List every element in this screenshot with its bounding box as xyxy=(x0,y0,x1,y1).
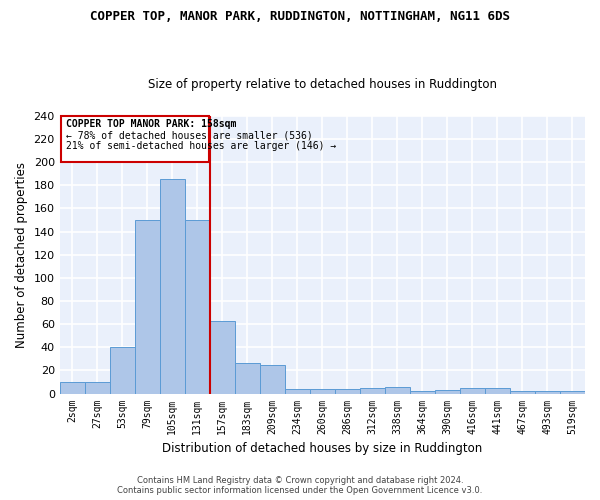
Bar xyxy=(160,180,185,394)
Bar xyxy=(110,348,135,394)
Bar xyxy=(85,382,110,394)
Bar xyxy=(61,116,209,162)
Bar xyxy=(285,389,310,394)
Title: Size of property relative to detached houses in Ruddington: Size of property relative to detached ho… xyxy=(148,78,497,91)
Bar xyxy=(59,382,85,394)
Text: COPPER TOP MANOR PARK: 158sqm: COPPER TOP MANOR PARK: 158sqm xyxy=(66,119,236,129)
Bar xyxy=(560,391,585,394)
Bar xyxy=(335,389,360,394)
Text: 21% of semi-detached houses are larger (146) →: 21% of semi-detached houses are larger (… xyxy=(66,141,336,151)
Bar xyxy=(135,220,160,394)
Bar xyxy=(460,388,485,394)
Bar xyxy=(535,391,560,394)
Bar xyxy=(485,388,510,394)
Bar xyxy=(510,391,535,394)
Bar xyxy=(235,364,260,394)
Text: ← 78% of detached houses are smaller (536): ← 78% of detached houses are smaller (53… xyxy=(66,131,313,141)
Text: Contains HM Land Registry data © Crown copyright and database right 2024.
Contai: Contains HM Land Registry data © Crown c… xyxy=(118,476,482,495)
Bar xyxy=(385,386,410,394)
Bar xyxy=(310,389,335,394)
Bar xyxy=(360,388,385,394)
Bar xyxy=(210,320,235,394)
Bar xyxy=(185,220,210,394)
Y-axis label: Number of detached properties: Number of detached properties xyxy=(15,162,28,348)
Bar xyxy=(435,390,460,394)
Bar xyxy=(260,364,285,394)
Bar xyxy=(410,391,435,394)
X-axis label: Distribution of detached houses by size in Ruddington: Distribution of detached houses by size … xyxy=(162,442,482,455)
Text: COPPER TOP, MANOR PARK, RUDDINGTON, NOTTINGHAM, NG11 6DS: COPPER TOP, MANOR PARK, RUDDINGTON, NOTT… xyxy=(90,10,510,23)
